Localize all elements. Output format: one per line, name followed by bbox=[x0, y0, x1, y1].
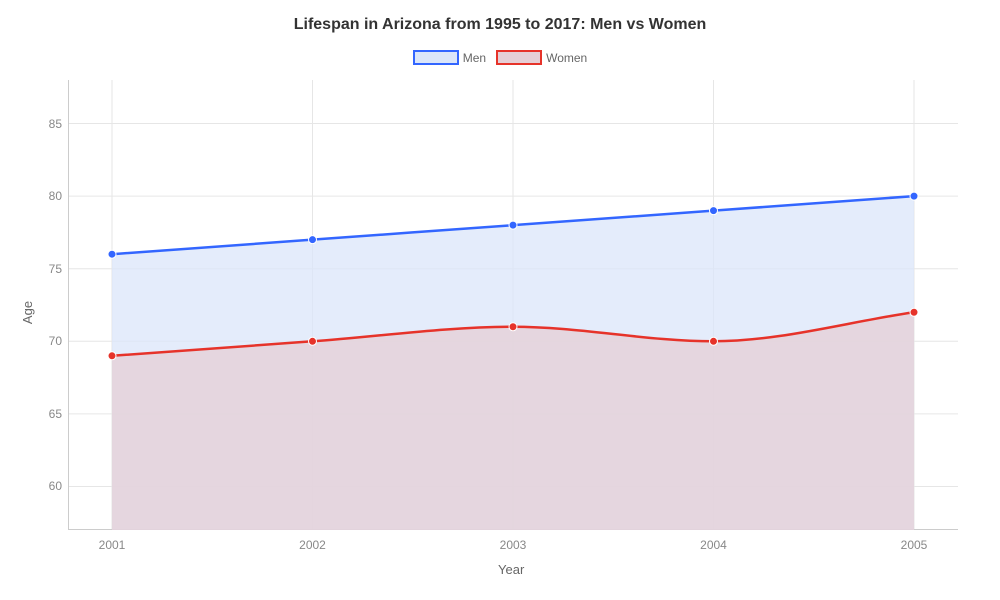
x-axis-title: Year bbox=[498, 562, 524, 577]
y-tick-label: 80 bbox=[38, 189, 62, 203]
y-tick-label: 85 bbox=[38, 117, 62, 131]
legend-label-men: Men bbox=[463, 51, 486, 65]
legend: Men Women bbox=[0, 50, 1000, 65]
y-axis-title: Age bbox=[20, 301, 35, 324]
y-tick-label: 60 bbox=[38, 479, 62, 493]
x-tick-label: 2002 bbox=[299, 538, 326, 552]
x-tick-label: 2003 bbox=[500, 538, 527, 552]
legend-item-women[interactable]: Women bbox=[496, 50, 587, 65]
legend-swatch-women bbox=[496, 50, 542, 65]
chart-container: Lifespan in Arizona from 1995 to 2017: M… bbox=[0, 0, 1000, 600]
legend-label-women: Women bbox=[546, 51, 587, 65]
legend-item-men[interactable]: Men bbox=[413, 50, 486, 65]
x-tick-label: 2005 bbox=[901, 538, 928, 552]
y-tick-label: 65 bbox=[38, 407, 62, 421]
y-tick-label: 70 bbox=[38, 334, 62, 348]
y-tick-label: 75 bbox=[38, 262, 62, 276]
x-tick-label: 2004 bbox=[700, 538, 727, 552]
chart-title: Lifespan in Arizona from 1995 to 2017: M… bbox=[0, 16, 1000, 34]
legend-swatch-men bbox=[413, 50, 459, 65]
plot-area bbox=[68, 80, 958, 530]
x-tick-label: 2001 bbox=[99, 538, 126, 552]
